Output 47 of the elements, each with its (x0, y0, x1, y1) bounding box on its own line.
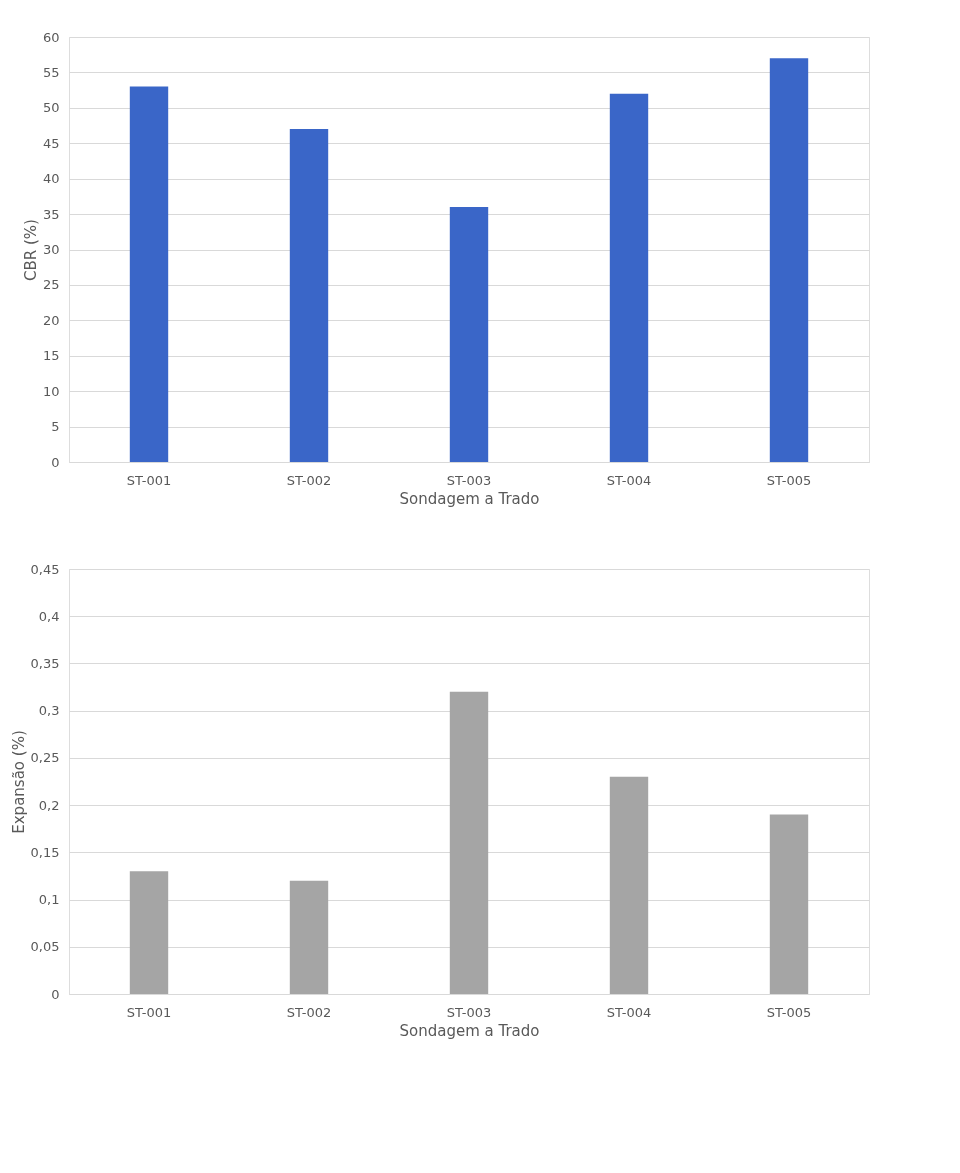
x-tick-label: ST-002 (286, 1004, 332, 1020)
y-tick-label: 5 (51, 419, 60, 435)
y-tick-label: 0,2 (38, 797, 60, 813)
x-tick-label: ST-002 (286, 472, 332, 488)
y-tick-label: 20 (42, 312, 60, 328)
x-axis-title: Sondagem a Trado (399, 1021, 540, 1040)
y-tick-label: 55 (42, 64, 60, 80)
x-tick-label: ST-005 (766, 1004, 812, 1020)
bar (769, 58, 809, 462)
x-tick-label: ST-005 (766, 472, 812, 488)
bar (449, 691, 489, 994)
x-tick-label: ST-001 (126, 472, 172, 488)
y-tick-label: 0 (51, 454, 60, 470)
y-tick-label: 0 (51, 986, 60, 1002)
y-axis-title: CBR (%) (21, 219, 40, 281)
y-tick-label: 45 (42, 135, 60, 151)
y-tick-label: 60 (42, 29, 60, 45)
y-tick-label: 15 (42, 348, 60, 364)
bar (289, 129, 329, 462)
x-axis-title: Sondagem a Trado (399, 489, 540, 508)
x-tick-label: ST-004 (606, 1004, 652, 1020)
y-axis-title: Expansão (%) (9, 730, 28, 834)
y-tick-label: 0,35 (30, 655, 60, 671)
y-tick-label: 0,4 (38, 608, 60, 624)
x-tick-label: ST-004 (606, 472, 652, 488)
bar (609, 776, 649, 994)
bar (129, 871, 169, 994)
x-tick-label: ST-001 (126, 1004, 172, 1020)
y-tick-label: 0,15 (30, 844, 60, 860)
y-tick-label: 0,25 (30, 750, 60, 766)
bar (609, 93, 649, 462)
y-tick-label: 0,05 (30, 939, 60, 955)
y-tick-label: 0,1 (38, 892, 60, 908)
y-tick-label: 30 (42, 242, 60, 257)
bar (769, 814, 809, 994)
x-tick-label: ST-003 (446, 472, 492, 488)
y-tick-label: 40 (42, 171, 60, 187)
x-tick-label: ST-003 (446, 1004, 492, 1020)
y-tick-label: 0,45 (30, 561, 60, 577)
bar (289, 880, 329, 994)
bar (449, 207, 489, 462)
y-tick-label: 50 (42, 100, 60, 116)
y-tick-label: 25 (42, 277, 60, 293)
y-tick-label: 35 (42, 206, 60, 222)
y-tick-label: 0,3 (38, 703, 60, 719)
y-tick-label: 10 (42, 383, 60, 399)
bar (129, 86, 169, 462)
